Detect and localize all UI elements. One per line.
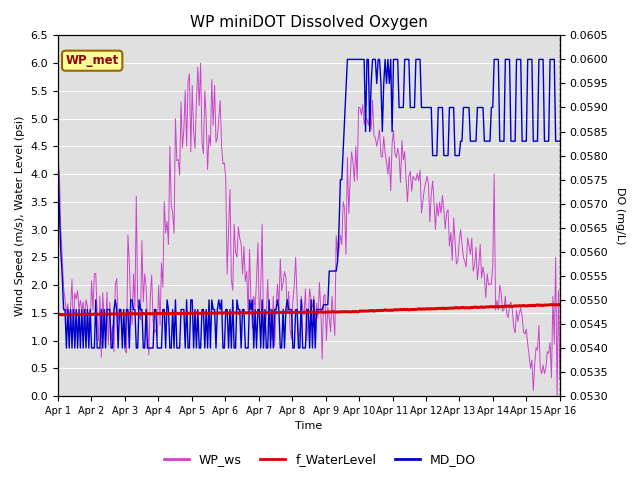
Y-axis label: Wind Speed (m/s), Water Level (psi): Wind Speed (m/s), Water Level (psi) [15, 116, 25, 316]
Title: WP miniDOT Dissolved Oxygen: WP miniDOT Dissolved Oxygen [190, 15, 428, 30]
Y-axis label: DO (mg/L): DO (mg/L) [615, 187, 625, 244]
X-axis label: Time: Time [295, 421, 323, 432]
Legend: WP_ws, f_WaterLevel, MD_DO: WP_ws, f_WaterLevel, MD_DO [159, 448, 481, 471]
Text: WP_met: WP_met [65, 54, 119, 67]
